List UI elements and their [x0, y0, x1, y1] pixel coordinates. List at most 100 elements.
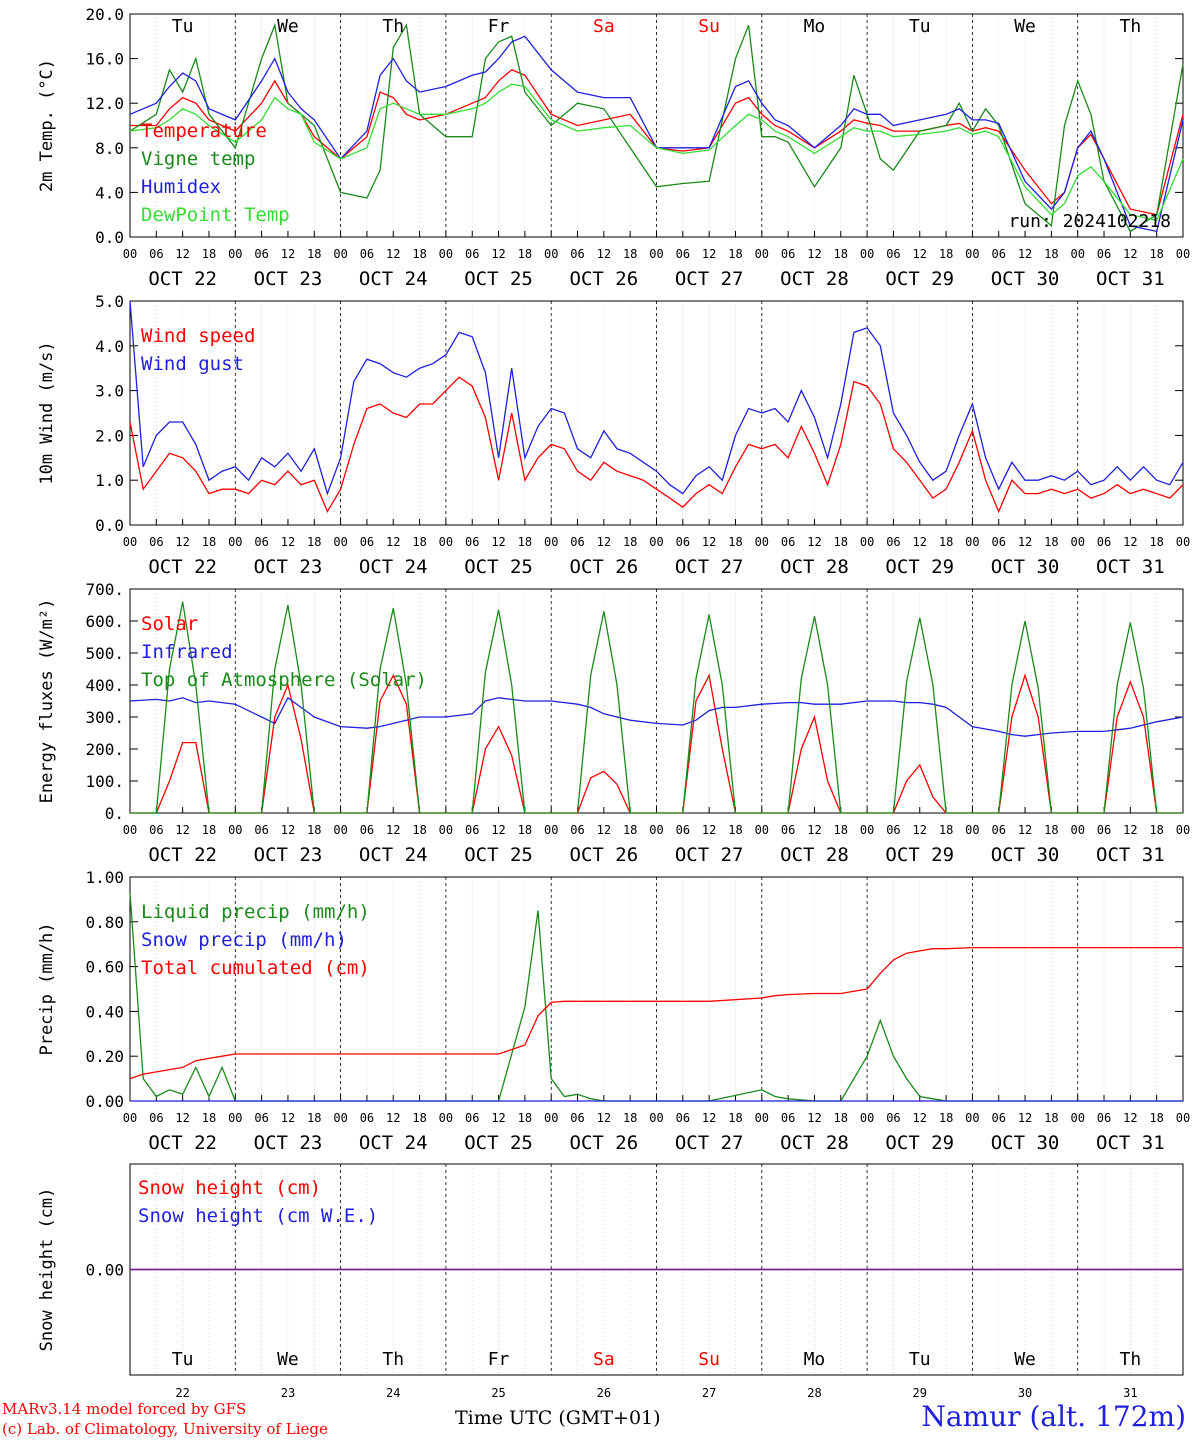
x-hour-label: 12 — [281, 823, 295, 837]
x-hour-label: 12 — [491, 823, 505, 837]
station-name: Namur (alt. 172m) — [921, 1400, 1186, 1433]
x-hour-label: 12 — [913, 247, 927, 261]
x-hour-label: 18 — [307, 1111, 321, 1125]
x-hour-label: 00 — [544, 247, 558, 261]
y-tick-label: 0.00 — [85, 1261, 124, 1280]
x-hour-label: 12 — [175, 823, 189, 837]
x-hour-label: 00 — [755, 247, 769, 261]
x-hour-label: 06 — [991, 535, 1005, 549]
x-date-label: OCT 28 — [780, 844, 849, 866]
x-date-label: OCT 25 — [464, 1132, 533, 1154]
day-name: Tu — [172, 1349, 194, 1370]
x-date-label: OCT 31 — [1096, 844, 1165, 866]
y-axis-label: 2m Temp. (°C) — [37, 59, 57, 192]
series-line-total-cumulated-cm — [129, 946, 1183, 1080]
x-hour-label: 12 — [702, 247, 716, 261]
y-axis-label: 10m Wind (m/s) — [37, 341, 57, 484]
day-number: 24 — [386, 1386, 400, 1400]
x-hour-label: 18 — [412, 823, 426, 837]
credit-line-1: MARv3.14 model forced by GFS — [2, 1400, 247, 1418]
x-hour-label: 18 — [834, 823, 848, 837]
legend-entry: Wind speed — [141, 325, 255, 347]
x-hour-label: 00 — [965, 1111, 979, 1125]
y-tick-label: 1.00 — [85, 868, 124, 887]
x-date-label: OCT 29 — [885, 1132, 954, 1154]
x-hour-label: 18 — [202, 247, 216, 261]
x-hour-label: 18 — [1044, 247, 1058, 261]
day-name: Th — [1120, 1349, 1142, 1370]
x-hour-label: 18 — [518, 1111, 532, 1125]
x-hour-label: 18 — [834, 535, 848, 549]
y-tick-label: 8.0 — [95, 139, 124, 158]
series-line-infrared — [129, 696, 1184, 737]
x-hour-label: 06 — [1097, 535, 1111, 549]
x-hour-label: 12 — [913, 823, 927, 837]
x-hour-label: 18 — [834, 1111, 848, 1125]
x-hour-label: 00 — [1070, 535, 1084, 549]
x-hour-label: 00 — [544, 535, 558, 549]
x-hour-label: 12 — [386, 535, 400, 549]
series-line-liquid-precip-mm-h — [129, 892, 1183, 1102]
x-hour-label: 12 — [702, 1111, 716, 1125]
x-hour-label: 06 — [676, 535, 690, 549]
x-hour-label: 06 — [1097, 247, 1111, 261]
x-hour-label: 00 — [228, 535, 242, 549]
series-line-wind-gust — [129, 300, 1184, 496]
panel-5: 0.00 Snow height (cm) Snow height (cm) Snow… — [37, 1163, 1184, 1400]
x-hour-label: 12 — [597, 823, 611, 837]
x-date-label: OCT 25 — [464, 556, 533, 578]
x-hour-label: 00 — [1176, 823, 1190, 837]
y-tick-label: 2.0 — [95, 426, 124, 445]
panel-4: 0.00 0.20 0.40 0.60 0.80 1.00 Precip (mm/h) 00 0… — [37, 868, 1190, 1154]
x-hour-label: 18 — [939, 247, 953, 261]
x-hour-label: 06 — [570, 247, 584, 261]
x-date-label: OCT 24 — [359, 1132, 428, 1154]
x-axis-title: Time UTC (GMT+01) — [455, 1407, 661, 1429]
day-number: 30 — [1018, 1386, 1032, 1400]
x-hour-label: 12 — [281, 535, 295, 549]
x-date-label: OCT 26 — [570, 556, 639, 578]
x-date-label: OCT 26 — [570, 268, 639, 290]
x-hour-label: 06 — [781, 247, 795, 261]
x-hour-label: 12 — [702, 823, 716, 837]
x-hour-label: 00 — [228, 823, 242, 837]
legend-entry: Infrared — [141, 641, 233, 663]
series-line-dewpoint-temp — [129, 83, 1184, 222]
x-hour-label: 06 — [360, 535, 374, 549]
x-hour-label: 00 — [333, 247, 347, 261]
x-hour-label: 00 — [860, 535, 874, 549]
x-hour-label: 18 — [412, 535, 426, 549]
x-hour-label: 06 — [254, 247, 268, 261]
x-hour-label: 12 — [702, 535, 716, 549]
legend-entry: Total cumulated (cm) — [141, 957, 370, 979]
x-hour-label: 06 — [781, 1111, 795, 1125]
y-tick-label: 0.0 — [95, 228, 124, 247]
x-hour-label: 18 — [939, 1111, 953, 1125]
y-tick-label: 500. — [85, 644, 124, 663]
x-date-label: OCT 29 — [885, 268, 954, 290]
x-hour-label: 06 — [570, 535, 584, 549]
x-hour-label: 12 — [807, 823, 821, 837]
x-date-label: OCT 24 — [359, 844, 428, 866]
x-date-label: OCT 30 — [991, 556, 1060, 578]
x-hour-label: 00 — [439, 535, 453, 549]
x-date-label: OCT 22 — [148, 844, 217, 866]
x-hour-label: 06 — [570, 1111, 584, 1125]
day-name: Tu — [172, 16, 194, 37]
y-tick-label: 0.20 — [85, 1047, 124, 1066]
x-hour-label: 18 — [623, 823, 637, 837]
x-hour-label: 12 — [913, 1111, 927, 1125]
x-hour-label: 12 — [1018, 823, 1032, 837]
series-line-wind-speed — [129, 376, 1184, 514]
x-hour-label: 12 — [491, 247, 505, 261]
x-hour-label: 06 — [149, 247, 163, 261]
x-hour-label: 18 — [728, 823, 742, 837]
y-tick-label: 100. — [85, 772, 124, 791]
x-hour-label: 12 — [597, 247, 611, 261]
x-hour-label: 18 — [202, 823, 216, 837]
x-hour-label: 06 — [991, 247, 1005, 261]
series-line-top-of-atmosphere-solar — [130, 601, 1183, 814]
day-name: Mo — [804, 16, 826, 37]
legend-entry: Solar — [141, 613, 198, 635]
